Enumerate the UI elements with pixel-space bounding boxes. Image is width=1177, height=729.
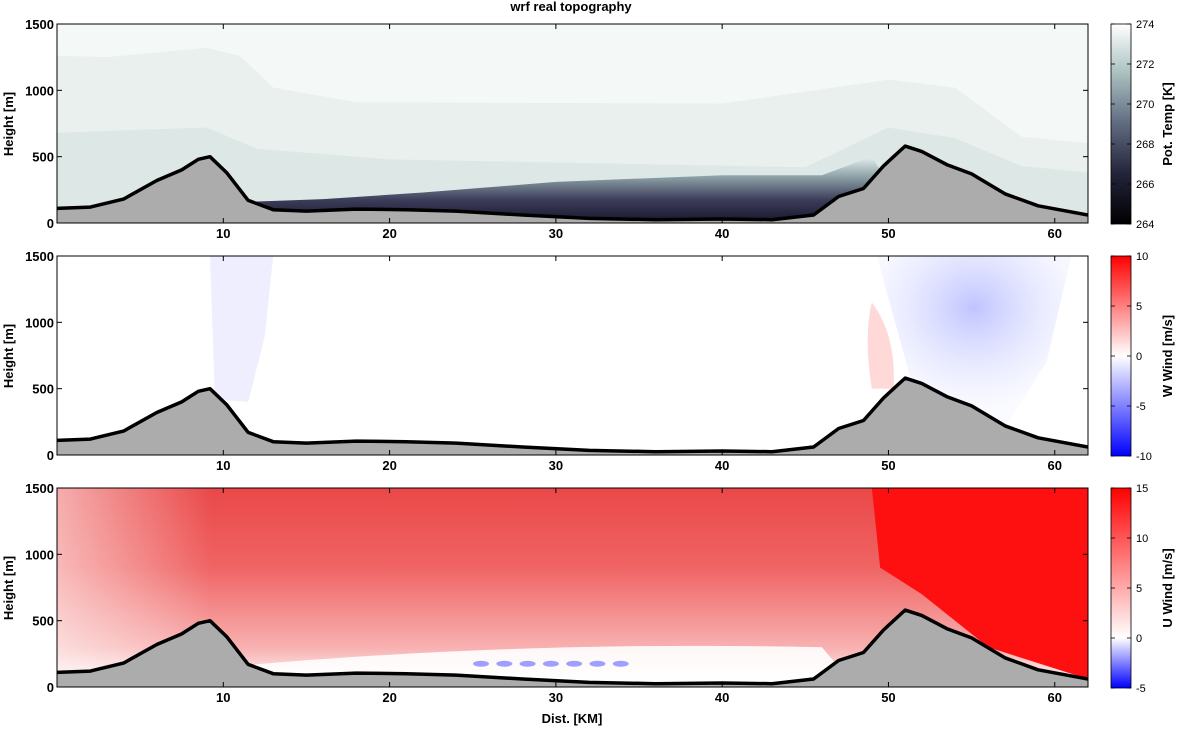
reversed-flow <box>473 660 490 667</box>
x-tick-label: 40 <box>715 458 729 473</box>
y-tick-label: 1000 <box>25 83 54 98</box>
colorbar-tick-label: -5 <box>1136 401 1146 413</box>
reversed-flow <box>496 660 513 667</box>
axes-frame <box>56 487 1089 688</box>
reversed-flow <box>566 660 583 667</box>
colorbar-tick-label: 264 <box>1136 219 1154 231</box>
x-tick-label: 20 <box>382 458 396 473</box>
u-wind-panel: 10 20 30 40 50 60 0 500 1000 1500 <box>25 481 1089 705</box>
reversed-flow <box>519 660 536 667</box>
x-tick-label: 40 <box>715 690 729 705</box>
colorbar-tick-label: 10 <box>1136 251 1148 263</box>
colorbar-tick-label: 10 <box>1136 533 1148 545</box>
axes-frame <box>56 23 1089 224</box>
x-tick-label: 20 <box>382 226 396 241</box>
x-axis-label: Dist. [KM] <box>542 711 603 726</box>
colorbar-tick-label: 272 <box>1136 59 1154 71</box>
terrain-outline <box>57 376 1088 454</box>
y-tick-label: 1500 <box>25 249 54 264</box>
reversed-flow <box>612 660 629 667</box>
pot-temp-panel: 10 20 30 40 50 60 0 500 1000 1500 <box>25 17 1089 241</box>
w-wind-panel: 10 20 30 40 50 60 0 500 1000 1500 <box>25 249 1089 473</box>
x-tick-label: 40 <box>715 226 729 241</box>
pot-temp-ylabel: Height [m] <box>1 92 16 156</box>
y-tick-label: 1000 <box>25 547 54 562</box>
axes-frame <box>56 255 1089 456</box>
colorbar-tick-label: 15 <box>1136 483 1148 495</box>
x-tick-label: 10 <box>216 690 230 705</box>
figure-title: wrf real topography <box>509 0 632 14</box>
x-tick-label: 60 <box>1048 690 1062 705</box>
y-tick-label: 500 <box>32 150 54 165</box>
y-tick-label: 0 <box>47 448 54 463</box>
colorbar-tick-label: 0 <box>1136 633 1142 645</box>
updraft-region <box>867 302 894 389</box>
pot-temp-colorbar <box>1110 23 1132 225</box>
jet-region <box>871 488 1088 680</box>
x-tick-label: 30 <box>549 226 563 241</box>
colorbar-tick-label: 270 <box>1136 99 1154 111</box>
colorbar-tick-label: 266 <box>1136 179 1154 191</box>
y-tick-label: 1500 <box>25 481 54 496</box>
colorbar-tick-label: 0 <box>1136 351 1142 363</box>
x-tick-label: 30 <box>549 690 563 705</box>
colorbar-tick-label: 5 <box>1136 301 1142 313</box>
y-tick-label: 0 <box>47 680 54 695</box>
u-wind-ylabel: Height [m] <box>1 556 16 620</box>
colorbar-ticks: 264 266 268 270 272 274 -10 -5 0 5 10 -5 0 5 10 15 <box>1111 19 1154 695</box>
colorbar-tick-label: 268 <box>1136 139 1154 151</box>
x-tick-label: 60 <box>1048 458 1062 473</box>
field-layer <box>57 24 1088 223</box>
w-wind-ylabel: Height [m] <box>1 324 16 388</box>
cold-pool <box>248 156 889 223</box>
colorbar-tick-label: 5 <box>1136 583 1142 595</box>
y-tick-label: 0 <box>47 216 54 231</box>
downdraft-region <box>209 256 274 402</box>
field-layer <box>57 488 1088 687</box>
x-tick-label: 10 <box>216 226 230 241</box>
x-tick-label: 50 <box>881 690 895 705</box>
x-tick-label: 50 <box>881 226 895 241</box>
w-wind-colorbar-label: W Wind [m/s] <box>1160 315 1175 397</box>
x-tick-label: 20 <box>382 690 396 705</box>
reversed-flow <box>542 660 559 667</box>
field-layer <box>57 256 1088 455</box>
terrain-outline <box>57 144 1088 222</box>
pot-temp-colorbar-label: Pot. Temp [K] <box>1160 82 1175 166</box>
x-tick-label: 50 <box>881 458 895 473</box>
u-wind-colorbar-label: U Wind [m/s] <box>1160 548 1175 627</box>
colorbar-tick-label: 274 <box>1136 19 1154 31</box>
x-tick-label: 10 <box>216 458 230 473</box>
y-tick-label: 1000 <box>25 315 54 330</box>
y-tick-label: 1500 <box>25 17 54 32</box>
colorbar-tick-label: -5 <box>1136 683 1146 695</box>
terrain-outline <box>57 608 1088 686</box>
x-tick-label: 30 <box>549 458 563 473</box>
y-tick-label: 500 <box>32 614 54 629</box>
reversed-flow <box>589 660 606 667</box>
x-tick-label: 60 <box>1048 226 1062 241</box>
y-tick-label: 500 <box>32 382 54 397</box>
colorbar-tick-label: -10 <box>1136 451 1152 463</box>
